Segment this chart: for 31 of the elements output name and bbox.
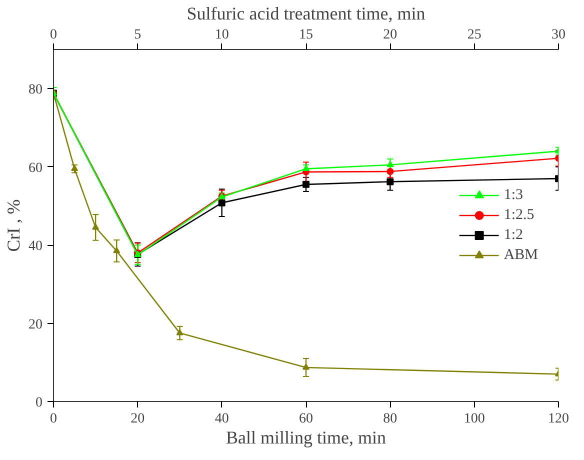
x-tick-label: 120 <box>548 412 569 426</box>
y-tick-label: 20 <box>28 317 42 332</box>
x-tick-label: 0 <box>50 412 57 426</box>
x2-tick-label: 10 <box>214 28 229 42</box>
point <box>176 329 184 336</box>
point <box>113 246 120 254</box>
x-tick-label: 60 <box>299 412 313 426</box>
x2-tick-label: 15 <box>299 28 313 42</box>
point <box>71 164 78 172</box>
x-tick-label: 40 <box>214 412 229 426</box>
point <box>302 364 310 370</box>
legend-label: 1:2.5 <box>504 206 534 224</box>
x2-tick-label: 25 <box>467 28 482 42</box>
y-axis-title: CrI , % <box>4 199 24 252</box>
y-tick-label: 60 <box>28 160 42 176</box>
y-tick-label: 80 <box>28 82 42 98</box>
y-tick-label: 0 <box>36 396 42 410</box>
y-tick-label: 40 <box>28 239 42 254</box>
x-tick-label: 20 <box>130 412 145 426</box>
x2-tick-label: 20 <box>383 28 398 42</box>
legend-label: 1:3 <box>504 186 524 204</box>
x2-tick-label: 0 <box>50 28 57 42</box>
x-axis-title: Ball milling time, min <box>226 428 386 448</box>
x2-axis-title: Sulfuric acid treatment time, min <box>186 4 426 24</box>
x-tick-label: 100 <box>464 412 485 426</box>
x2-tick-label: 30 <box>552 28 566 42</box>
legend-label: 1:2 <box>504 226 524 244</box>
x-tick-label: 80 <box>383 412 398 426</box>
x2-tick-label: 5 <box>134 28 142 42</box>
legend-label: ABM <box>504 246 538 264</box>
point <box>92 223 100 230</box>
